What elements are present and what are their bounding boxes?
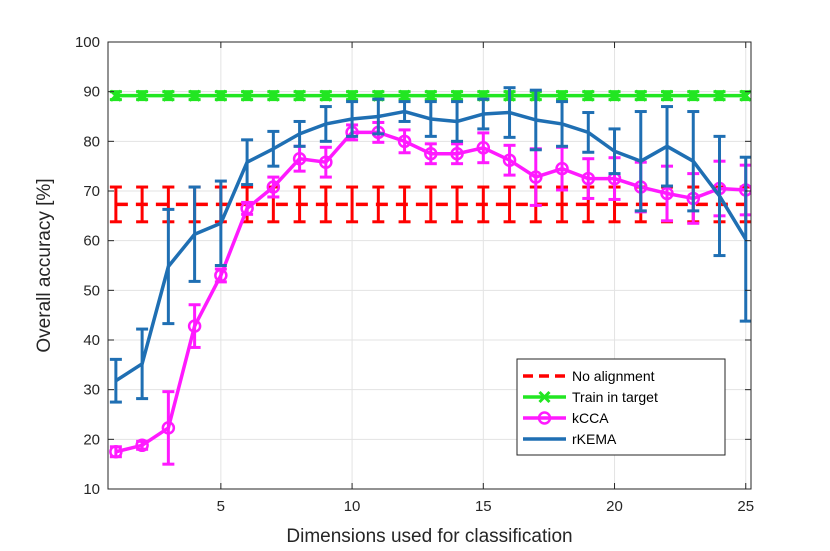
data-point-marker xyxy=(162,89,175,102)
data-point-marker xyxy=(266,180,281,194)
data-point-marker xyxy=(214,89,227,102)
legend-entry: No alignment xyxy=(523,368,655,384)
data-point-marker xyxy=(634,89,647,102)
data-point-marker xyxy=(529,170,543,184)
data-point-marker xyxy=(240,201,254,216)
x-tick-label: 20 xyxy=(606,498,623,515)
data-point-marker xyxy=(713,89,726,102)
plot-frame xyxy=(107,41,752,490)
legend-marker xyxy=(538,390,551,404)
y-tick-label: 100 xyxy=(75,34,100,51)
data-point-marker xyxy=(214,268,228,283)
data-point-marker xyxy=(581,171,596,186)
legend-label: Train in target xyxy=(572,389,658,405)
y-tick-label: 80 xyxy=(83,133,100,150)
data-point-marker xyxy=(687,89,700,102)
data-point-marker xyxy=(660,186,674,201)
y-tick-label: 30 xyxy=(83,382,100,399)
data-point-marker xyxy=(555,89,569,102)
data-point-marker xyxy=(555,161,569,176)
x-tick-label: 10 xyxy=(344,498,361,515)
y-tick-label: 60 xyxy=(83,233,100,250)
y-tick-label: 50 xyxy=(83,282,100,299)
data-point-marker xyxy=(188,89,201,102)
series-layer xyxy=(109,86,751,466)
y-tick-label: 20 xyxy=(83,431,100,448)
tick-layer: 5 10 15 20 25 10 20 30 40 50 60 70 80 90 100 xyxy=(75,34,754,515)
data-point-marker xyxy=(267,89,280,102)
data-point-marker xyxy=(450,89,464,102)
y-tick-label: 70 xyxy=(83,183,100,200)
data-point-marker xyxy=(161,421,176,435)
x-tick-label: 25 xyxy=(737,498,754,515)
data-point-marker xyxy=(187,319,202,333)
data-point-marker xyxy=(608,89,621,102)
data-point-marker xyxy=(346,89,359,102)
x-axis-label: Dimensions used for classification xyxy=(286,526,572,547)
legend: No alignment Train in target kCCA rKEMA xyxy=(516,358,726,456)
data-point-marker xyxy=(319,155,333,169)
legend-marker xyxy=(537,411,552,425)
data-point-marker xyxy=(109,445,123,459)
data-point-marker xyxy=(424,89,437,102)
data-point-marker xyxy=(319,89,332,102)
data-point-marker xyxy=(135,438,149,453)
x-tick-label: 5 xyxy=(217,498,225,515)
x-tick-label: 15 xyxy=(475,498,492,515)
series-rkema xyxy=(109,86,751,404)
legend-label: No alignment xyxy=(572,368,655,384)
data-point-marker xyxy=(739,89,751,102)
data-point-marker xyxy=(397,134,412,149)
y-axis-label: Overall accuracy [%] xyxy=(34,178,55,352)
data-point-marker xyxy=(292,151,307,166)
y-tick-label: 90 xyxy=(83,84,100,101)
legend-entry: rKEMA xyxy=(523,431,617,447)
data-point-marker xyxy=(424,147,438,161)
legend-entry: Train in target xyxy=(523,389,658,405)
data-point-marker xyxy=(450,147,464,161)
legend-label: rKEMA xyxy=(572,431,617,447)
data-point-marker xyxy=(241,89,254,102)
data-point-marker xyxy=(293,89,306,102)
data-point-marker xyxy=(398,89,411,102)
y-tick-label: 10 xyxy=(83,481,100,498)
y-tick-label: 40 xyxy=(83,332,100,349)
data-point-marker xyxy=(109,89,122,102)
data-point-marker xyxy=(582,89,595,102)
legend-label: kCCA xyxy=(572,410,609,426)
data-point-marker xyxy=(660,89,674,102)
legend-entry: kCCA xyxy=(523,410,609,426)
data-point-marker xyxy=(136,89,149,102)
data-point-marker xyxy=(476,141,491,155)
data-point-marker xyxy=(502,153,517,167)
